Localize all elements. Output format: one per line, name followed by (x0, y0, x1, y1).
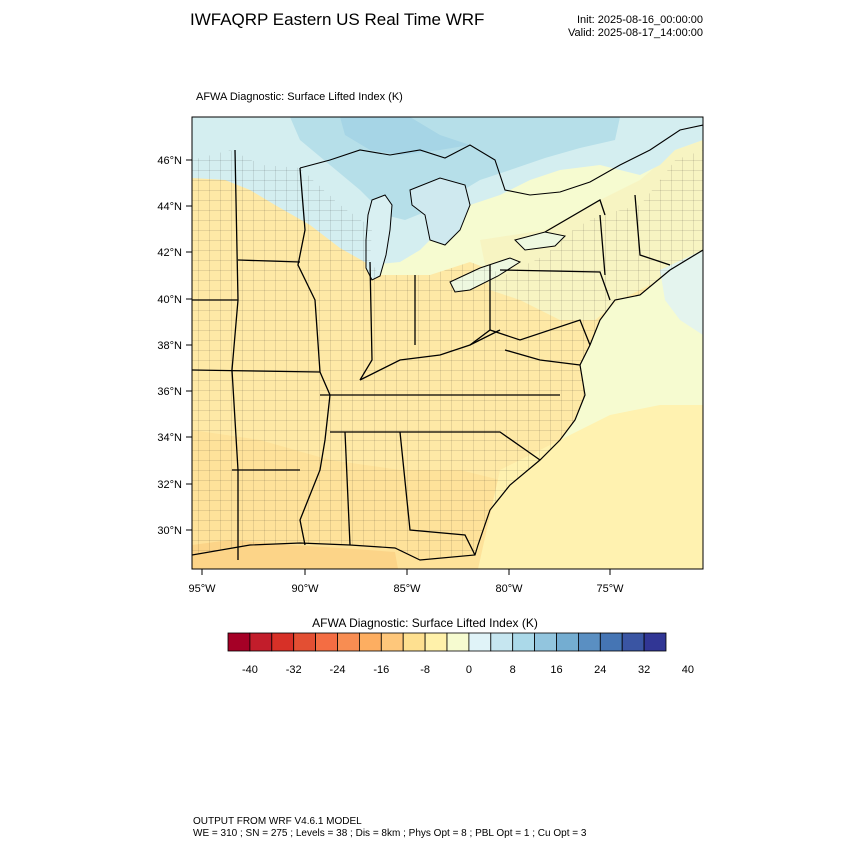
lat-label: 46°N (157, 155, 182, 167)
colorbar-tick-label: 24 (594, 664, 606, 676)
valid-time: Valid: 2025-08-17_14:00:00 (568, 27, 703, 39)
lat-label: 40°N (157, 294, 182, 306)
gulf-warm-area (192, 540, 398, 569)
longitude-axis: 95°W 90°W 85°W 80°W 75°W (188, 569, 624, 595)
page-title: IWFAQRP Eastern US Real Time WRF (190, 10, 485, 29)
colorbar-swatch (315, 632, 338, 652)
colorbar (227, 632, 667, 652)
init-time: Init: 2025-08-16_00:00:00 (577, 14, 703, 26)
colorbar-tick-label: 16 (550, 664, 562, 676)
colorbar-swatch (227, 632, 251, 652)
atlantic-warm-area (478, 405, 703, 569)
atlantic-cool-area (660, 250, 703, 335)
colorbar-swatch (643, 632, 667, 652)
colorbar-swatch (534, 632, 557, 652)
colorbar-swatch (621, 632, 645, 652)
lat-label: 42°N (157, 247, 182, 259)
colorbar-swatch (556, 632, 579, 652)
colorbar-tick-label: -16 (373, 664, 389, 676)
latitude-axis: 46°N 44°N 42°N 40°N 38°N 36°N 34°N 32°N … (157, 155, 192, 537)
footer-model-line: OUTPUT FROM WRF V4.6.1 MODEL (193, 816, 362, 827)
colorbar-tick-label: 32 (638, 664, 650, 676)
lon-label: 75°W (596, 583, 624, 595)
lake-ontario (514, 231, 567, 251)
lake-superior-cool-area (340, 117, 470, 155)
colorbar-swatch (599, 632, 623, 652)
colorbar-swatch (446, 632, 470, 652)
state-borders (192, 149, 671, 560)
colorbar-tick-label: -40 (242, 664, 258, 676)
colorbar-tick-label: 0 (466, 664, 472, 676)
model-footer: OUTPUT FROM WRF V4.6.1 MODEL WE = 310 ; … (193, 816, 586, 840)
colorbar-tick-label: -24 (330, 664, 346, 676)
colorbar-swatch (490, 632, 514, 652)
colorbar-tick-label: 8 (510, 664, 516, 676)
footer-config-line: WE = 310 ; SN = 275 ; Levels = 38 ; Dis … (193, 828, 587, 839)
lon-label: 85°W (393, 583, 421, 595)
lat-label: 44°N (157, 201, 182, 213)
colorbar-swatch (293, 632, 317, 652)
colorbar-swatch (468, 632, 492, 652)
colorbar-tick-label: -32 (286, 664, 302, 676)
north-shoreline (299, 124, 703, 196)
lon-label: 80°W (495, 583, 523, 595)
colorbar-swatch (271, 632, 295, 652)
county-lines (192, 150, 703, 560)
plot-subtitle: AFWA Diagnostic: Surface Lifted Index (K… (196, 91, 403, 103)
colorbar-swatch (402, 632, 426, 652)
lake-huron (409, 177, 471, 246)
colorbar-title: AFWA Diagnostic: Surface Lifted Index (K… (312, 616, 538, 630)
run-info: Init: 2025-08-16_00:00:00 Valid: 2025-08… (568, 14, 703, 40)
colorbar-swatch (337, 632, 360, 652)
map-panel (192, 117, 703, 569)
colorbar-tick-label: 40 (682, 664, 694, 676)
lat-label: 32°N (157, 479, 182, 491)
colorbar-swatch (358, 632, 382, 652)
lon-label: 90°W (291, 583, 319, 595)
colorbar-swatch (249, 632, 273, 652)
lon-label: 95°W (188, 583, 216, 595)
colorbar-ticks: -40 -32 -24 -16 -8 0 8 16 24 32 40 (242, 664, 694, 676)
colorbar-swatch (424, 632, 448, 652)
colorbar-swatch (512, 632, 536, 652)
map-frame (191, 116, 704, 570)
colorbar-swatch (578, 632, 601, 652)
lat-label: 34°N (157, 432, 182, 444)
lat-label: 30°N (157, 525, 182, 537)
colorbar-swatch (380, 632, 404, 652)
lat-label: 36°N (157, 386, 182, 398)
lat-label: 38°N (157, 340, 182, 352)
colorbar-tick-label: -8 (420, 664, 430, 676)
